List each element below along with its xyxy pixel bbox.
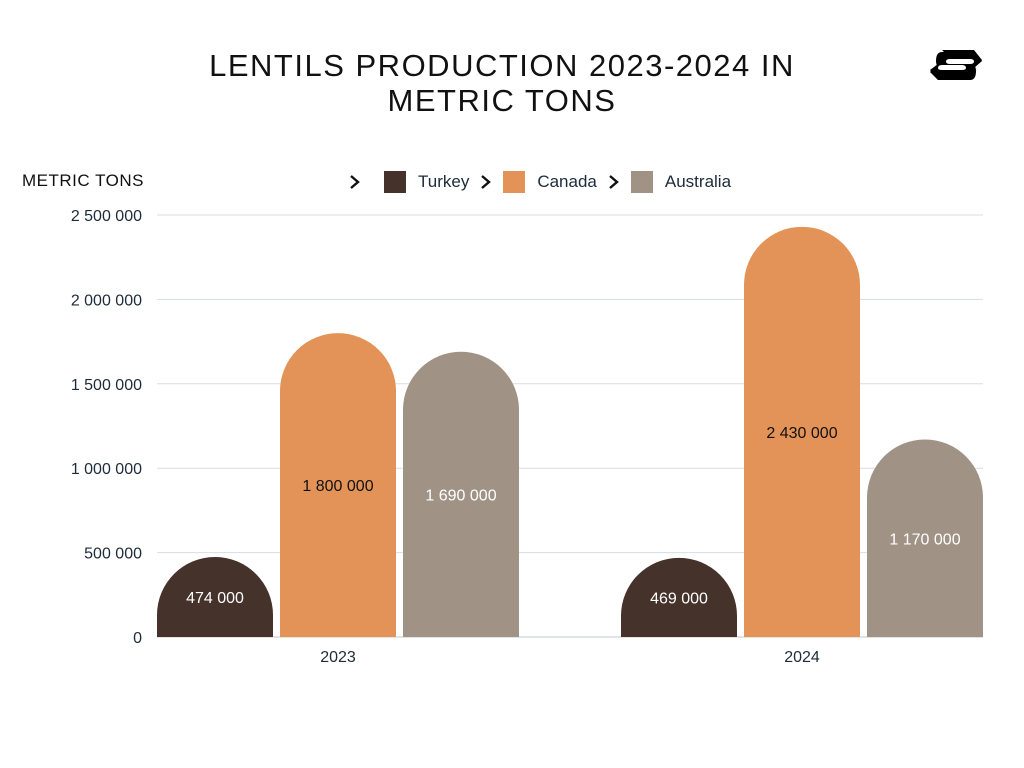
bar-australia-2023 (403, 351, 519, 637)
chevron-right-icon[interactable] (348, 172, 362, 192)
data-label: 1 800 000 (302, 478, 373, 495)
y-tick-label: 2 000 000 (71, 292, 142, 309)
data-label: 1 690 000 (425, 487, 496, 504)
y-tick-label: 1 500 000 (71, 377, 142, 394)
legend-label-australia: Australia (664, 172, 732, 191)
y-tick-label: 2 500 000 (71, 208, 142, 225)
y-tick-label: 1 000 000 (71, 461, 142, 478)
y-tick-label: 500 000 (84, 546, 142, 563)
legend-swatch-canada (503, 171, 526, 193)
bar-australia-2024 (867, 439, 983, 637)
y-tick-label: 0 (133, 630, 142, 647)
chart-title: LENTILS PRODUCTION 2023-2024 IN METRIC T… (209, 48, 795, 118)
bar-turkey-2024 (621, 557, 737, 637)
legend-label-canada: Canada (537, 172, 597, 191)
data-label: 2 430 000 (766, 425, 837, 442)
legend-swatch-australia (630, 171, 653, 193)
bar-canada-2024 (744, 226, 860, 638)
chevron-right-icon[interactable] (479, 172, 493, 192)
y-axis-title: METRIC TONS (22, 171, 144, 190)
x-tick-label: 2024 (784, 649, 820, 666)
x-tick-label: 2023 (320, 649, 356, 666)
legend-label-turkey: Turkey (418, 172, 470, 191)
data-label: 474 000 (186, 590, 244, 607)
bar-turkey-2023 (157, 557, 273, 637)
legend-swatch-turkey (384, 171, 406, 193)
legend: Turkey Canada Australia (348, 170, 741, 194)
data-label: 1 170 000 (889, 531, 960, 548)
data-label: 469 000 (650, 590, 708, 607)
chevron-right-icon[interactable] (607, 172, 621, 192)
brand-logo-icon (930, 50, 982, 80)
bar-canada-2023 (280, 333, 396, 637)
